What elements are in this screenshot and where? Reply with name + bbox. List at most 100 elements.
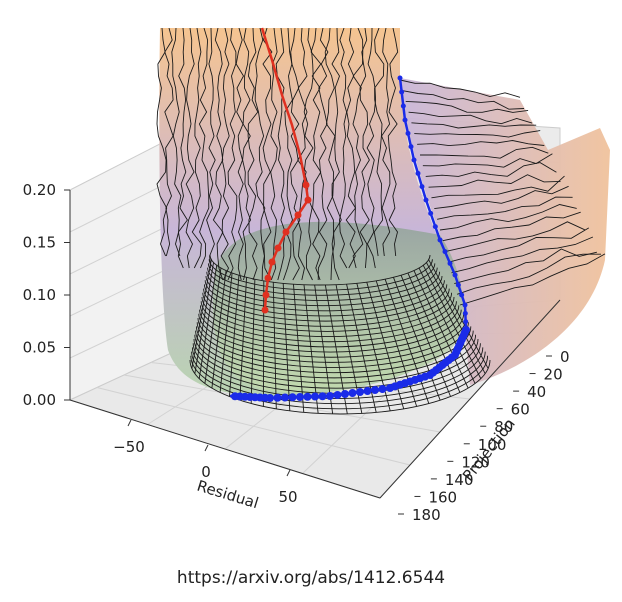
blue-trajectory-point <box>462 310 468 316</box>
mesh-line <box>402 90 525 110</box>
trajectories <box>229 27 470 402</box>
mesh-line <box>198 313 465 358</box>
red-trajectory-point <box>304 196 312 204</box>
mesh-line <box>387 28 399 257</box>
mesh-line <box>293 284 305 413</box>
mesh-line <box>426 262 486 374</box>
y-axis-label: Projection <box>459 415 519 485</box>
blue-trajectory-point <box>378 385 387 393</box>
x-tick-mark <box>204 444 209 452</box>
mesh-line <box>272 282 277 409</box>
mesh-line <box>324 28 336 281</box>
mesh-line <box>227 28 238 281</box>
mesh-line <box>201 296 455 338</box>
mesh-line <box>431 175 565 199</box>
blue-trajectory-point <box>423 197 429 203</box>
y-tick-label: 0 <box>560 348 570 366</box>
mesh-line <box>204 267 222 384</box>
mesh-line <box>411 122 537 129</box>
x-tick-label: −50 <box>113 438 145 456</box>
mesh-line <box>206 28 216 269</box>
red-trajectory-point <box>264 274 272 282</box>
x-tick-mark <box>127 419 132 427</box>
blue-trajectory-point <box>356 388 364 396</box>
mesh-line <box>352 28 364 269</box>
mesh-line <box>207 263 436 296</box>
mesh-line <box>171 28 182 257</box>
mesh-line <box>359 28 370 269</box>
mesh-line <box>445 221 585 252</box>
grid-line <box>123 374 441 433</box>
y-tick-label: 20 <box>544 366 563 384</box>
mesh-line <box>164 28 174 257</box>
mesh-line <box>219 272 233 393</box>
mesh-line <box>185 28 195 269</box>
mesh-line <box>422 153 553 168</box>
mesh-line <box>196 322 469 369</box>
y-tick-label: 80 <box>494 418 513 436</box>
blue-trajectory-point <box>452 272 458 278</box>
mesh-line <box>434 185 569 210</box>
mesh-line <box>425 162 557 177</box>
mesh-line <box>448 227 590 263</box>
z-tick-label: 0.00 <box>23 391 56 409</box>
mesh-line <box>442 211 581 242</box>
mesh-line <box>191 351 486 405</box>
mesh-line <box>459 253 606 306</box>
mesh-line <box>239 277 247 401</box>
mesh-line <box>310 28 322 281</box>
y-tick-label: 180 <box>412 506 441 524</box>
mesh-line <box>451 236 594 274</box>
mesh-line <box>220 28 230 281</box>
mesh-line <box>212 28 224 281</box>
mesh-line <box>206 271 441 307</box>
blue-trajectory-point <box>397 75 403 81</box>
y-tick-label: 140 <box>445 471 474 489</box>
mesh-line <box>247 28 259 281</box>
blue-trajectory-point <box>333 391 342 399</box>
blue-trajectory-point <box>437 237 443 243</box>
y-tick-label: 60 <box>511 401 530 419</box>
x-tick-mark <box>286 469 291 477</box>
mesh-line <box>428 259 489 369</box>
mesh-line <box>439 204 577 231</box>
mesh-line <box>190 355 489 410</box>
mesh-line <box>454 248 598 285</box>
blue-trajectory-point <box>419 184 425 190</box>
blue-trajectory-point <box>341 390 349 398</box>
mesh-line <box>456 253 601 295</box>
surface-right-wing <box>400 78 610 385</box>
mesh-line <box>200 301 457 343</box>
mesh-line <box>191 259 212 369</box>
mesh-line <box>303 28 314 281</box>
mesh-line <box>405 100 529 113</box>
mesh-line <box>208 259 433 291</box>
blue-trajectory-point <box>405 130 411 136</box>
mesh-line <box>282 28 293 281</box>
mesh-line <box>345 28 357 269</box>
mesh-line <box>270 28 278 281</box>
blue-trajectory-point <box>371 386 379 394</box>
blue-trajectory-point <box>415 170 421 176</box>
y-tick-label: 160 <box>428 488 457 506</box>
mesh-line <box>202 292 453 332</box>
x-tick-label: 50 <box>278 488 297 506</box>
mesh-line <box>399 79 521 98</box>
mesh-line <box>282 283 291 411</box>
blue-trajectory-point <box>432 224 438 230</box>
mesh-line <box>177 28 188 269</box>
surface-mesh <box>156 28 606 415</box>
blue-trajectory-point <box>273 393 282 402</box>
mesh-line <box>381 28 391 257</box>
blue-trajectory-point <box>447 260 453 266</box>
y-tick-label: 100 <box>478 436 507 454</box>
mesh-line <box>209 254 431 286</box>
mesh-line <box>262 28 273 281</box>
mesh-line <box>204 280 445 317</box>
blue-trajectory-point <box>386 384 394 392</box>
blue-trajectory-point <box>281 393 289 402</box>
blue-trajectory-point <box>288 393 297 402</box>
z-axis: 0.00 0.05 0.10 0.15 0.20 <box>23 181 71 409</box>
blue-trajectory-point <box>399 89 405 95</box>
